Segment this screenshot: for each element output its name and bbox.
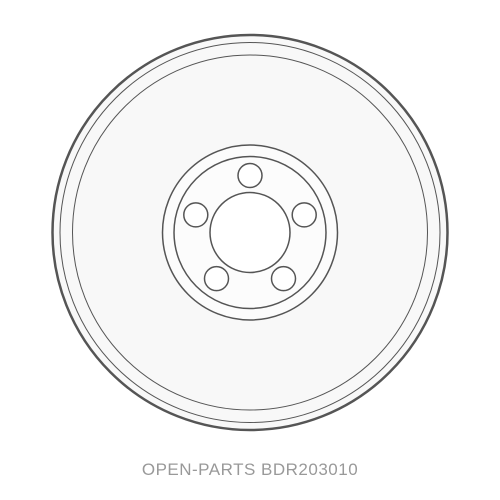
disc-svg <box>48 30 453 435</box>
brake-disc-diagram <box>48 30 453 440</box>
product-label: OPEN-PARTS BDR203010 <box>0 460 500 480</box>
part-number-text: BDR203010 <box>261 460 358 479</box>
brand-text: OPEN-PARTS <box>142 460 256 479</box>
